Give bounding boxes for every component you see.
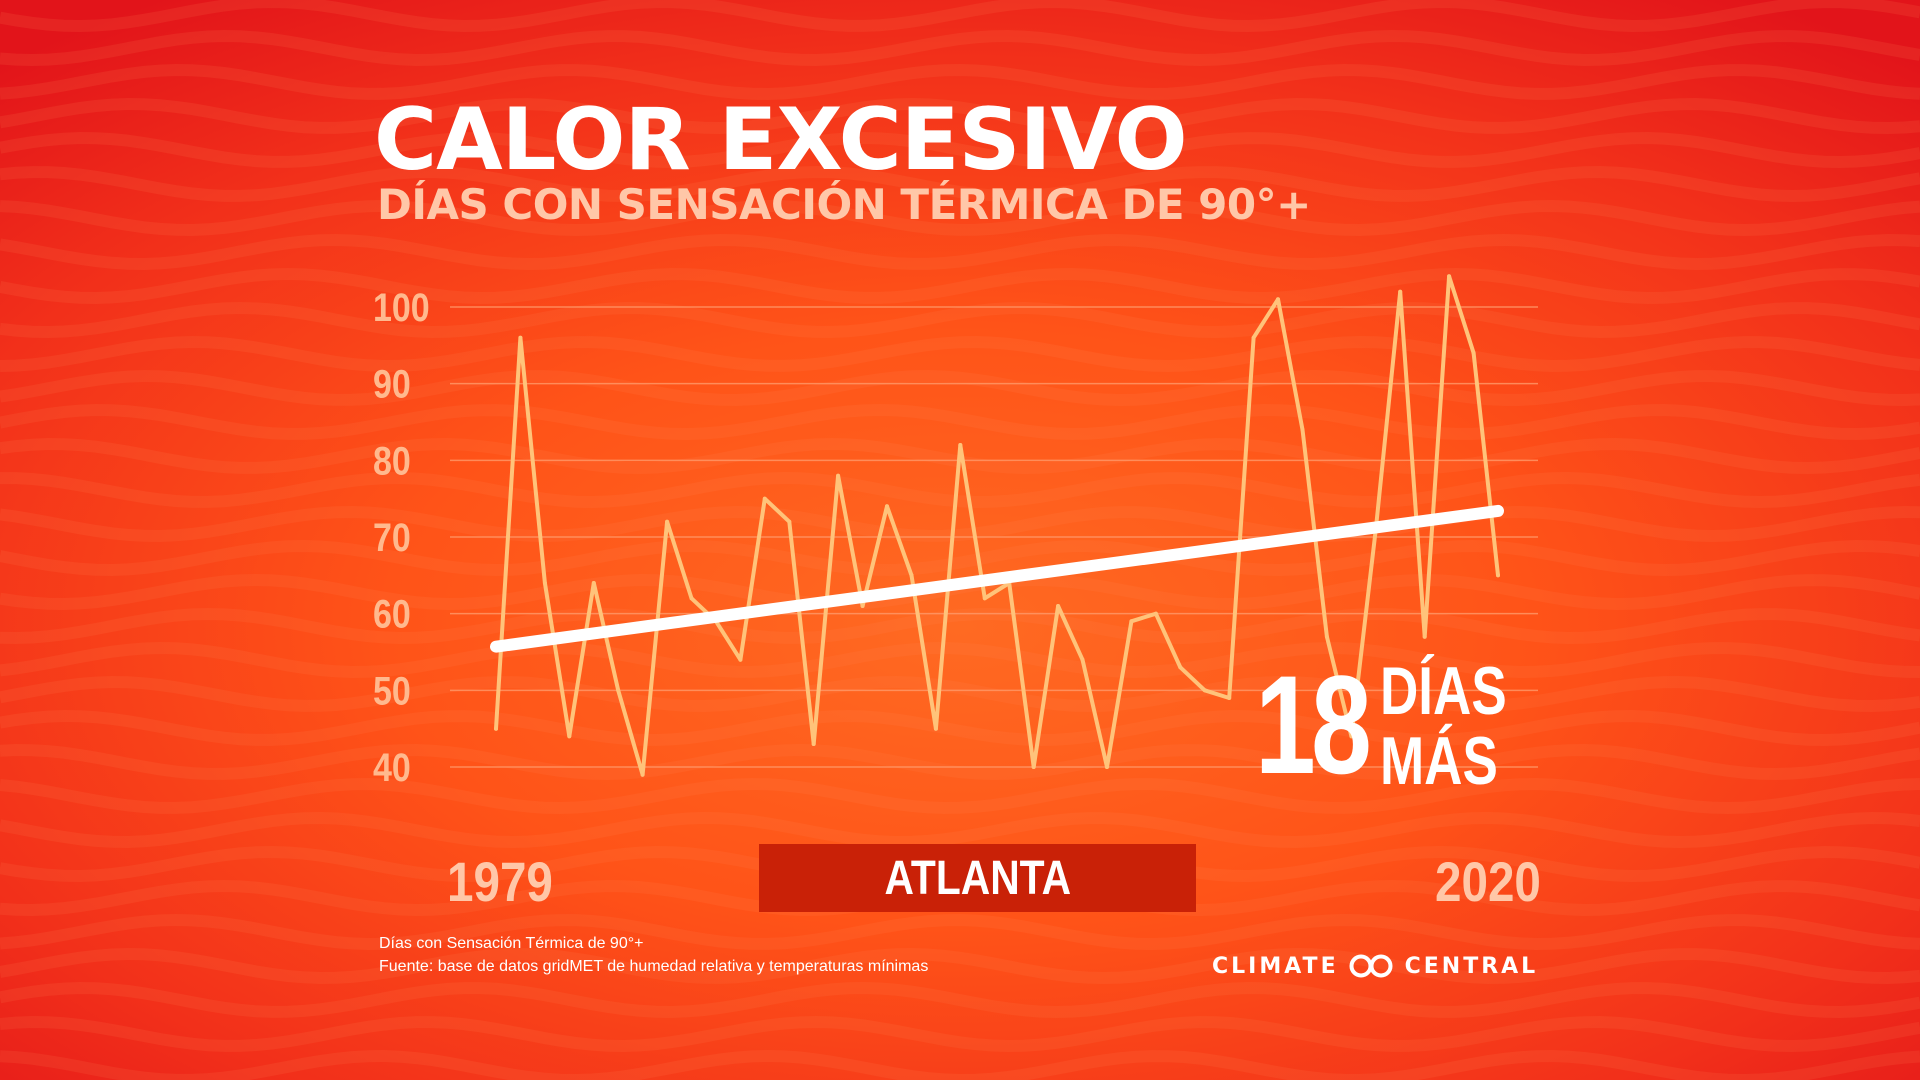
y-tick-label-50: 50: [373, 668, 411, 713]
data-point-1994: [860, 604, 865, 608]
data-point-2011: [1276, 297, 1280, 302]
data-point-2005: [1129, 619, 1134, 624]
y-axis-tick-labels: 40 50 60 70 80 90 100: [373, 284, 430, 789]
data-point-1991: [787, 519, 792, 524]
y-tick-label-100: 100: [373, 284, 430, 329]
page-title: CALOR EXCESIVO: [374, 90, 1188, 190]
data-point-2007: [1178, 665, 1183, 670]
y-tick-label-90: 90: [373, 361, 411, 406]
data-point-1986: [665, 519, 670, 524]
brand-word-left: CLIMATE: [1212, 953, 1339, 979]
data-point-1989: [738, 657, 743, 662]
x-axis-end-year: 2020: [1435, 850, 1541, 913]
chart-trendline: [490, 504, 1504, 653]
chart-series: [494, 274, 1500, 777]
data-point-2006: [1153, 611, 1158, 616]
data-point-2010: [1251, 335, 1256, 340]
data-point-1979: [494, 726, 498, 731]
climate-central-logo: CLIMATE CENTRAL: [1212, 950, 1538, 982]
data-point-2014: [1349, 734, 1354, 739]
increase-unit: DÍAS MÁS: [1380, 656, 1507, 796]
data-point-2003: [1080, 657, 1085, 662]
data-point-2001: [1031, 765, 1036, 769]
data-point-2017: [1422, 634, 1427, 639]
increase-unit-line1: DÍAS: [1380, 653, 1507, 729]
page-subtitle: DÍAS CON SENSACIÓN TÉRMICA DE 90°+: [377, 180, 1311, 229]
data-point-2018: [1447, 274, 1452, 279]
footnote-source: Fuente: base de datos gridMET de humedad…: [379, 958, 929, 975]
increase-unit-line2: MÁS: [1380, 723, 1498, 799]
data-point-1983: [591, 581, 596, 585]
data-point-2002: [1056, 604, 1061, 608]
y-tick-label-40: 40: [373, 744, 411, 789]
data-point-2009: [1227, 696, 1232, 700]
data-point-2012: [1300, 427, 1305, 432]
data-point-1992: [811, 742, 816, 746]
y-tick-label-60: 60: [373, 591, 411, 636]
data-point-1997: [933, 726, 938, 731]
trend-line: [490, 504, 1504, 653]
data-point-2019: [1471, 351, 1476, 355]
brand-word-right: CENTRAL: [1404, 953, 1539, 979]
city-name: ATLANTA: [884, 851, 1071, 905]
data-point-1998: [958, 443, 963, 447]
series-line-0: [494, 274, 1500, 777]
x-axis-start-year: 1979: [447, 850, 553, 913]
data-point-2020: [1496, 573, 1500, 578]
data-point-2008: [1202, 688, 1207, 693]
data-point-1982: [567, 734, 572, 739]
data-point-1990: [762, 496, 767, 501]
footnote-definition: Días con Sensación Térmica de 90°+: [379, 935, 644, 952]
city-label-box: ATLANTA: [759, 844, 1196, 912]
data-point-2013: [1324, 634, 1329, 639]
data-point-1984: [616, 688, 621, 693]
data-point-1993: [836, 473, 841, 478]
double-ring-icon: [1349, 954, 1393, 978]
data-point-1999: [982, 596, 987, 601]
y-tick-label-80: 80: [373, 438, 411, 483]
data-point-1981: [542, 581, 547, 585]
data-point-1995: [885, 504, 889, 509]
data-point-2016: [1398, 289, 1403, 294]
data-point-1985: [640, 772, 645, 777]
data-point-1996: [909, 573, 914, 578]
data-point-1980: [518, 335, 523, 340]
increase-number: 18: [1255, 646, 1372, 803]
y-tick-label-70: 70: [373, 514, 411, 559]
footnote: Días con Sensación Térmica de 90°+ Fuent…: [379, 932, 928, 978]
data-point-1987: [689, 596, 694, 601]
data-point-2004: [1105, 765, 1109, 769]
